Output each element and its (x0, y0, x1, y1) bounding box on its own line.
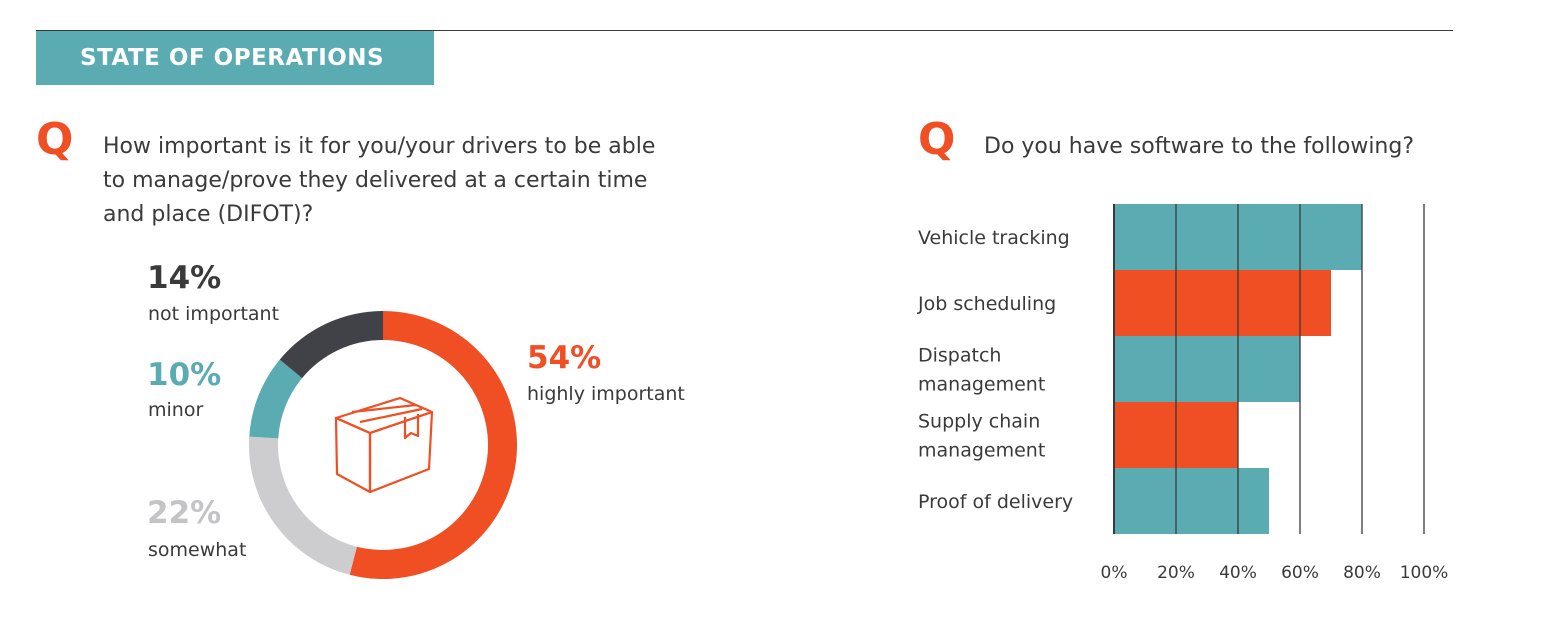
top-rule (36, 30, 1453, 31)
right-question-text: Do you have software to the following? (984, 130, 1414, 164)
bar (1114, 468, 1269, 534)
category-label: Supply chain management (918, 411, 1045, 462)
question-mark-right: Q (918, 114, 956, 165)
donut-slice-not-important (279, 311, 383, 379)
pct-highly-important: 54% (527, 340, 602, 376)
question-line: How important is it for you/your drivers… (103, 134, 656, 159)
donut-slices (249, 311, 517, 579)
question-mark-left: Q (36, 114, 74, 165)
bar (1114, 336, 1300, 402)
question-line: to manage/prove they delivered at a cert… (103, 168, 648, 193)
donut-slice-highly-important (349, 311, 517, 579)
pct-not-important: 14% (147, 260, 222, 296)
label-minor: minor (148, 399, 204, 421)
label-somewhat: somewhat (148, 539, 247, 561)
category-label: Proof of delivery (918, 491, 1073, 513)
bar-chart: Vehicle tracking Job scheduling Dispatch ma… (917, 204, 1449, 583)
box-icon (334, 396, 434, 494)
pct-minor: 10% (147, 357, 222, 393)
tick-label: 100% (1400, 563, 1449, 583)
tick-label: 40% (1219, 563, 1257, 583)
tick-label: 60% (1281, 563, 1319, 583)
bar-grid (1113, 204, 1425, 534)
category-label: Job scheduling (917, 293, 1056, 315)
category-labels: Vehicle tracking Job scheduling Dispatch ma… (917, 227, 1073, 513)
category-label: Vehicle tracking (918, 227, 1070, 249)
donut-slice-somewhat (249, 436, 357, 575)
tick-label: 0% (1101, 563, 1128, 583)
bar-series (1114, 204, 1362, 534)
tick-label: 20% (1157, 563, 1195, 583)
question-line: and place (DIFOT)? (103, 202, 314, 227)
section-banner: STATE OF OPERATIONS (36, 31, 434, 85)
donut-slice-minor (249, 359, 303, 439)
left-question-text: How important is it for you/your drivers… (103, 130, 655, 232)
label-highly-important: highly important (527, 383, 685, 405)
question-line: Do you have software to the following? (984, 134, 1415, 159)
bar (1114, 270, 1331, 336)
pct-somewhat: 22% (147, 495, 222, 531)
donut-chart (249, 311, 517, 579)
category-label: Dispatch management (918, 345, 1045, 396)
label-not-important: not important (148, 303, 280, 325)
tick-labels: 0% 20% 40% 60% 80% 100% (1101, 563, 1449, 583)
tick-label: 80% (1343, 563, 1381, 583)
